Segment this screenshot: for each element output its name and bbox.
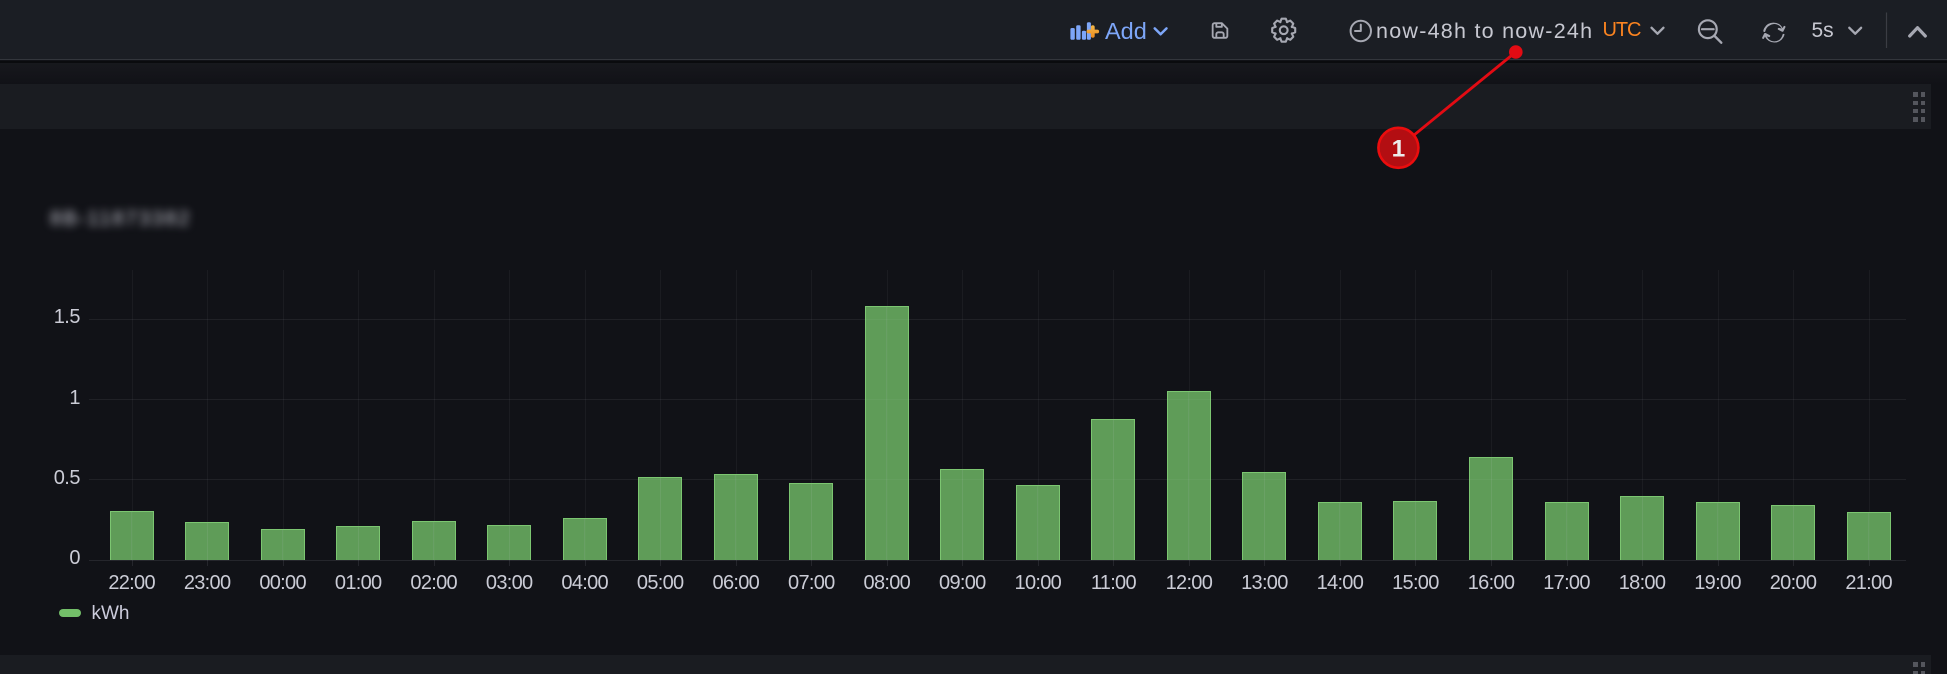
svg-text:1: 1 [1392,136,1406,163]
